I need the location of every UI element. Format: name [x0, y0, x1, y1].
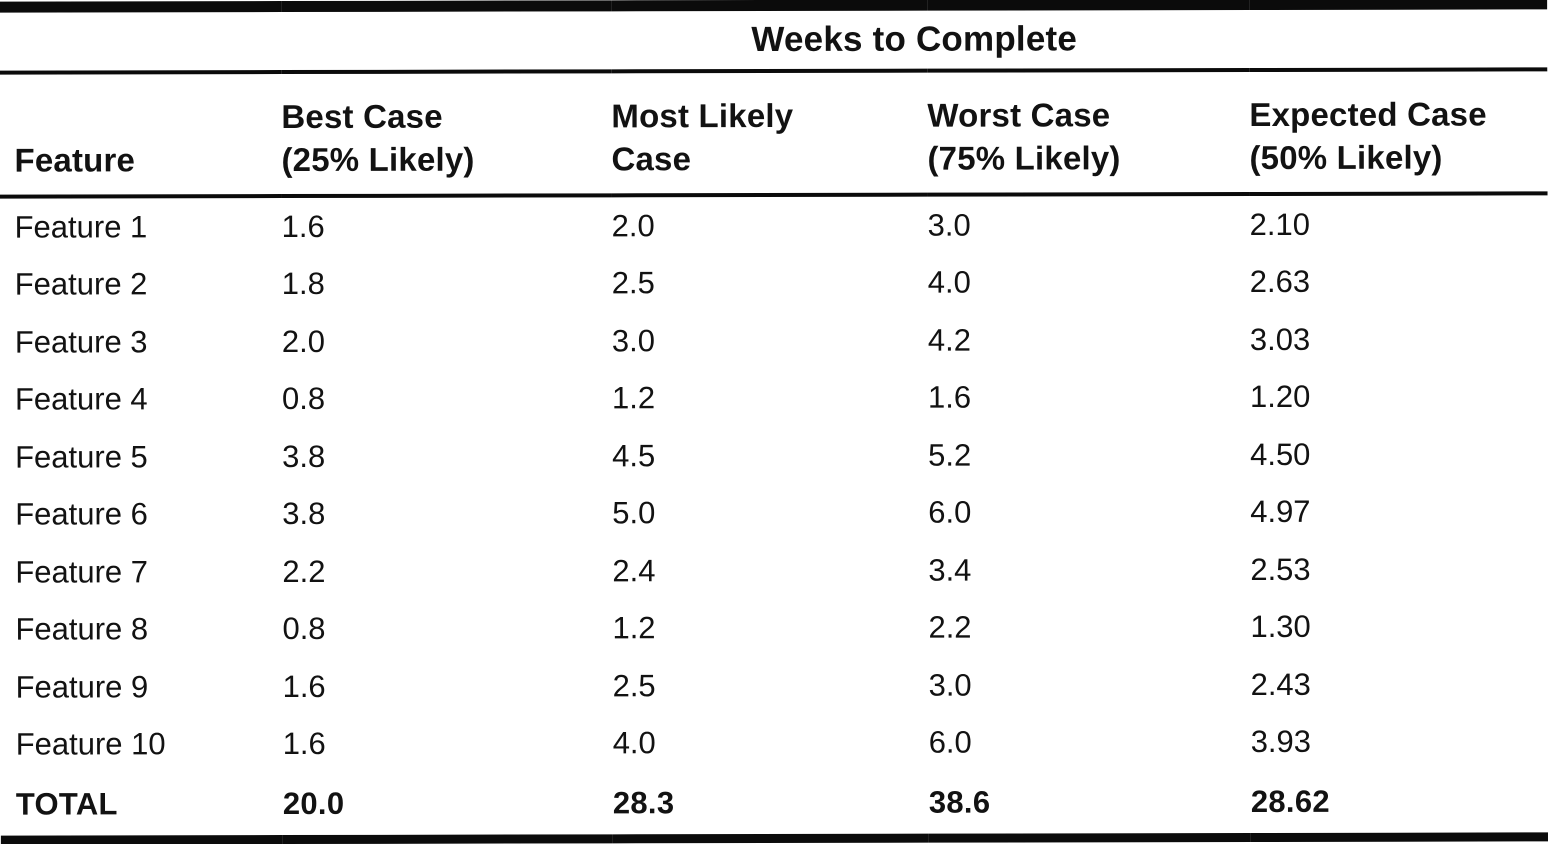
column-header-label: Best Case [281, 97, 443, 135]
cell-value: 4.5 [612, 437, 656, 474]
cell-value: 1.20 [1249, 379, 1311, 415]
span-header-spacer [0, 6, 282, 73]
table-row: Feature 1 1.6 2.0 3.0 2.10 [0, 193, 1548, 256]
cell-value: 3.4 [928, 552, 972, 588]
cell-value: 1.2 [611, 380, 656, 416]
total-expected-case: 28.62 [1250, 783, 1330, 820]
column-header-label: Most Likely [611, 96, 794, 135]
cell-value: 2.43 [1250, 666, 1311, 702]
cell-feature: Feature 1 [14, 209, 148, 245]
cell-value: 4.50 [1250, 436, 1311, 472]
column-header-sublabel: Case [611, 140, 692, 178]
cell-value: 4.0 [612, 725, 656, 761]
cell-value: 2.2 [282, 553, 326, 589]
column-header-label: Expected Case [1249, 95, 1487, 133]
cell-value: 3.93 [1250, 724, 1312, 760]
cell-value: 2.63 [1249, 264, 1311, 300]
total-most-likely: 28.3 [612, 785, 675, 821]
cell-value: 2.0 [611, 207, 655, 244]
cell-value: 3.0 [927, 207, 971, 243]
table-row: Feature 5 3.8 4.5 5.2 4.50 [0, 425, 1548, 486]
column-header-feature: Feature [0, 72, 282, 197]
column-header-most-likely: Most Likely Case [611, 70, 928, 196]
table-row: Feature 8 0.8 1.2 2.2 1.30 [0, 598, 1548, 659]
cell-value: 2.5 [612, 667, 656, 704]
table-row: Feature 9 1.6 2.5 3.0 2.43 [0, 655, 1548, 716]
cell-value: 5.2 [928, 437, 972, 473]
cell-feature: Feature 6 [15, 496, 148, 532]
column-header-label: Feature [14, 141, 136, 180]
table-row: Feature 2 1.8 2.5 4.0 2.63 [0, 253, 1548, 314]
cell-value: 2.53 [1250, 551, 1311, 587]
cell-value: 6.0 [928, 494, 972, 530]
table-row: Feature 7 2.2 2.4 3.4 2.53 [0, 540, 1548, 601]
cell-value: 4.0 [927, 264, 971, 300]
column-header-sublabel: (25% Likely) [281, 141, 475, 179]
cell-value: 6.0 [928, 724, 972, 760]
cell-value: 0.8 [281, 381, 326, 417]
cell-value: 2.5 [611, 265, 655, 301]
table-row: Feature 3 2.0 3.0 4.2 3.03 [0, 310, 1548, 371]
cell-value: 1.30 [1250, 609, 1311, 645]
cell-value: 1.6 [282, 668, 326, 704]
cell-value: 3.0 [928, 667, 972, 703]
table-row: Feature 4 0.8 1.2 1.6 1.20 [0, 368, 1548, 429]
cell-value: 2.10 [1249, 206, 1310, 242]
cell-feature: Feature 7 [15, 554, 149, 590]
cell-value: 2.2 [928, 609, 972, 645]
cell-feature: Feature 5 [15, 439, 148, 475]
cell-value: 5.0 [612, 495, 656, 531]
cell-feature: Feature 10 [15, 726, 166, 762]
cell-value: 4.2 [927, 322, 971, 358]
cell-value: 4.97 [1250, 494, 1311, 530]
cell-value: 3.8 [282, 496, 326, 532]
cell-value: 1.6 [927, 379, 972, 415]
cell-value: 2.4 [612, 552, 656, 589]
cell-feature: Feature 2 [14, 266, 148, 302]
cell-feature: Feature 9 [15, 669, 149, 705]
cell-value: 0.8 [282, 611, 326, 647]
total-label: TOTAL [15, 786, 118, 822]
cell-feature: Feature 4 [14, 381, 148, 417]
span-header-row: Weeks to Complete [0, 3, 1548, 73]
column-header-sublabel: (75% Likely) [927, 139, 1121, 178]
column-header-sublabel: (50% Likely) [1249, 139, 1443, 177]
cell-value: 1.6 [282, 726, 326, 762]
column-header-expected-case: Expected Case (50% Likely) [1249, 69, 1548, 195]
table-row: Feature 10 1.6 4.0 6.0 3.93 [1, 713, 1548, 774]
cell-value: 1.2 [612, 610, 656, 646]
total-best-case: 20.0 [282, 785, 345, 822]
cell-value: 2.0 [281, 323, 325, 359]
cell-feature: Feature 8 [15, 611, 149, 647]
table-row: Feature 6 3.8 5.0 6.0 4.97 [0, 483, 1548, 544]
cell-value: 3.0 [611, 322, 655, 359]
table-title: Weeks to Complete [281, 3, 1548, 73]
total-worst-case: 38.6 [928, 784, 991, 820]
cell-value: 1.8 [281, 266, 325, 302]
total-row: TOTAL 20.0 28.3 38.6 28.62 [1, 770, 1548, 840]
column-header-label: Worst Case [927, 96, 1111, 134]
table-body: Feature 1 1.6 2.0 3.0 2.10 Feature 2 1.8 2.5 4.0… [0, 193, 1548, 773]
cell-value: 3.8 [282, 438, 326, 474]
cell-feature: Feature 3 [14, 324, 148, 360]
column-header-worst-case: Worst Case (75% Likely) [927, 70, 1250, 195]
column-header-row: Feature Best Case (25% Likely) Most Like… [0, 69, 1548, 197]
column-header-best-case: Best Case (25% Likely) [281, 71, 612, 197]
cell-value: 3.03 [1249, 321, 1311, 357]
cell-value: 1.6 [281, 208, 325, 244]
